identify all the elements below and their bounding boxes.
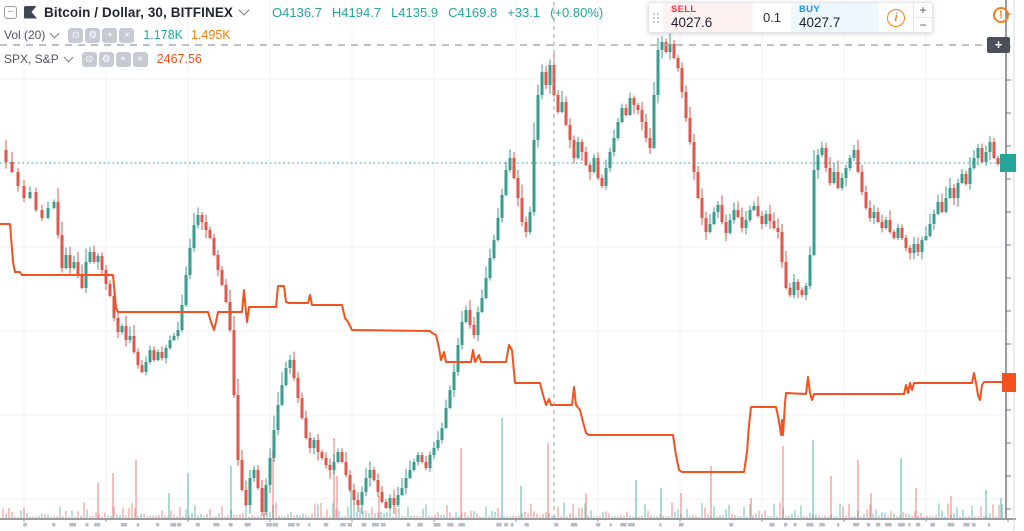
volume-indicator-label[interactable]: Vol (20) xyxy=(4,28,46,42)
order-info-button[interactable]: i xyxy=(879,3,913,32)
chevron-down-icon[interactable] xyxy=(49,28,60,38)
ohlc-close: C4169.8 xyxy=(448,4,498,20)
chart-legend: − Bitcoin / Dollar, 30, BITFINEX O4136.7… xyxy=(4,2,603,69)
spx-indicator-label[interactable]: SPX, S&P xyxy=(4,52,59,66)
warning-icon[interactable]: ! xyxy=(993,7,1009,23)
exchange-logo-icon xyxy=(24,5,37,19)
close-icon[interactable]: × xyxy=(132,51,148,67)
chevron-down-icon[interactable] xyxy=(63,52,74,62)
drag-handle[interactable] xyxy=(649,3,663,32)
quantity-field[interactable]: 0.1 xyxy=(753,3,791,32)
ohlc-open: O4136.7 xyxy=(272,4,322,20)
close-icon[interactable]: × xyxy=(119,27,135,43)
volume-values: 1.178K 1.495K xyxy=(143,28,230,42)
sell-label: SELL xyxy=(671,4,697,15)
info-icon: i xyxy=(887,8,905,27)
ohlc-high: H4194.7 xyxy=(331,4,382,20)
ohlc-change-pct: (+0.80%) xyxy=(550,4,604,20)
settings-gear-icon[interactable]: ⚙ xyxy=(85,27,101,43)
add-icon[interactable]: + xyxy=(115,51,131,67)
visibility-icon[interactable]: ⊙ xyxy=(81,51,97,67)
chevron-down-icon[interactable] xyxy=(238,4,250,16)
spx-indicator-row: SPX, S&P ⊙ ⚙ + × 2467.56 xyxy=(4,49,603,69)
settings-gear-icon[interactable]: ⚙ xyxy=(98,51,114,67)
ohlc-values: O4136.7 H4194.7 L4135.9 C4169.8 +33.1 (+… xyxy=(272,5,603,20)
visibility-icon[interactable]: ⊙ xyxy=(68,27,84,43)
sell-button[interactable]: SELL 4027.6 xyxy=(663,3,753,32)
quantity-decrease-button[interactable]: − xyxy=(919,18,927,32)
collapse-pane-button[interactable]: − xyxy=(4,5,17,19)
buy-label: BUY xyxy=(799,4,820,15)
ohlc-change: +33.1 xyxy=(507,4,541,20)
add-pane-button[interactable]: + xyxy=(987,37,1010,53)
ohlc-low: L4135.9 xyxy=(391,4,439,20)
quantity-stepper: + − xyxy=(913,3,932,32)
sell-price: 4027.6 xyxy=(671,15,713,30)
symbol-row: − Bitcoin / Dollar, 30, BITFINEX O4136.7… xyxy=(4,2,603,22)
symbol-title[interactable]: Bitcoin / Dollar, 30, BITFINEX xyxy=(44,4,234,20)
volume-indicator-row: Vol (20) ⊙ ⚙ + × 1.178K 1.495K xyxy=(4,25,603,45)
quantity-increase-button[interactable]: + xyxy=(914,3,932,18)
volume-value: 1.178K xyxy=(143,28,183,42)
add-icon[interactable]: + xyxy=(102,27,118,43)
indicator-action-buttons: ⊙ ⚙ + × xyxy=(81,51,148,67)
buy-button[interactable]: BUY 4027.7 xyxy=(791,3,879,32)
indicator-action-buttons: ⊙ ⚙ + × xyxy=(68,27,135,43)
spx-value: 2467.56 xyxy=(156,52,202,66)
buy-price: 4027.7 xyxy=(799,15,841,30)
volume-ma-value: 1.495K xyxy=(190,28,231,42)
spx-values: 2467.56 xyxy=(157,52,202,66)
order-panel: SELL 4027.6 0.1 BUY 4027.7 i + − xyxy=(648,2,933,33)
drag-handle-icon xyxy=(653,12,659,23)
